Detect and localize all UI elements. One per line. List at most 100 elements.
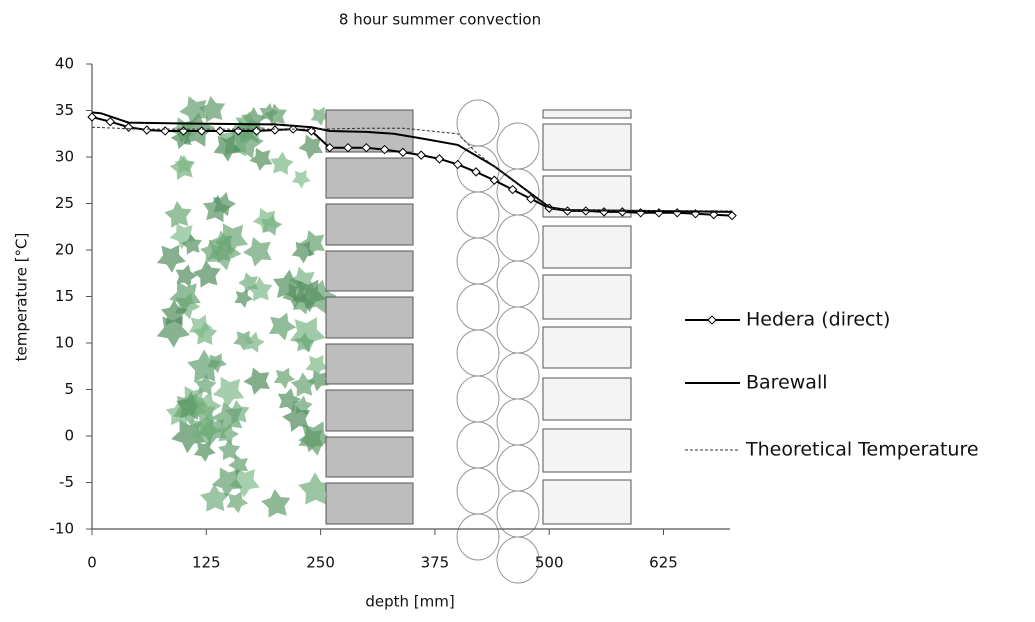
brick <box>325 436 414 478</box>
y-tick-label: 0 <box>64 427 74 445</box>
marker <box>325 142 335 153</box>
ivy-leaf <box>199 483 230 512</box>
marker <box>453 159 463 170</box>
ivy-leaf <box>292 279 326 313</box>
marker <box>379 144 390 155</box>
brick <box>325 296 414 339</box>
y-tick-label: 30 <box>55 148 74 166</box>
insulation-loop <box>456 467 500 515</box>
y-tick-label: 10 <box>55 334 74 352</box>
series-line <box>91 111 733 213</box>
ivy-leaf <box>252 207 278 233</box>
ivy-leaf <box>169 281 201 313</box>
marker <box>178 126 189 136</box>
ivy-leaf <box>234 288 254 308</box>
legend-label: Theoretical Temperature <box>745 439 979 461</box>
insulation-loop <box>456 99 500 147</box>
ivy-leaf <box>261 488 291 518</box>
ivy-leaf <box>175 264 198 288</box>
ivy-leaf <box>193 260 221 288</box>
insulation-loop <box>456 237 500 285</box>
insulation-loop <box>496 306 540 354</box>
y-tick-label: -5 <box>59 473 74 491</box>
ivy-leaf <box>174 154 194 174</box>
x-axis-label: depth [mm] <box>365 593 454 611</box>
marker <box>105 116 115 127</box>
marker <box>434 154 445 164</box>
y-tick-label: 5 <box>64 380 74 398</box>
insulation-loop <box>456 329 500 377</box>
ivy-leaf <box>247 276 273 302</box>
insulation-layer <box>456 99 540 584</box>
ivy-leaf <box>294 332 315 353</box>
ivy-leaf <box>156 244 186 273</box>
insulation-loop <box>496 536 540 584</box>
insulation-loop <box>456 375 500 423</box>
marker <box>142 125 152 135</box>
y-tick-label: 35 <box>55 101 74 119</box>
marker <box>727 210 737 221</box>
brick <box>325 343 414 385</box>
ivy-leaf <box>291 170 311 189</box>
insulation-loop <box>496 490 540 538</box>
ivy-leaf <box>213 134 242 162</box>
marker <box>489 175 500 185</box>
x-tick-label: 250 <box>306 554 335 572</box>
ivy-leaf <box>206 234 242 271</box>
ivy-leaf <box>307 369 329 392</box>
ivy-leaf <box>263 103 287 127</box>
block-layer <box>542 109 632 525</box>
legend-label: Barewall <box>746 372 828 394</box>
block <box>542 225 632 269</box>
ivy-leaf <box>179 96 209 126</box>
brick <box>325 389 414 432</box>
ivy-leaf <box>291 241 315 264</box>
ivy-leaf <box>212 467 243 498</box>
marker <box>123 122 134 132</box>
block <box>542 274 632 320</box>
ivy-leaf <box>244 331 265 353</box>
insulation-loop <box>496 352 540 400</box>
ivy-leaf <box>259 103 279 123</box>
legend-marker <box>707 315 717 325</box>
block <box>542 123 632 171</box>
ivy-leaf <box>305 355 329 378</box>
x-tick-label: 0 <box>87 554 97 572</box>
ivy-leaf <box>192 321 218 345</box>
y-tick-label: 20 <box>55 241 74 259</box>
marker <box>672 208 682 218</box>
insulation-loop <box>496 122 540 170</box>
y-axis-label: temperature [°C] <box>13 233 31 362</box>
insulation-loop <box>496 214 540 262</box>
ivy-leaf <box>202 194 231 223</box>
marker <box>416 150 426 160</box>
x-tick-label: 625 <box>649 554 678 572</box>
insulation-loop <box>496 444 540 492</box>
brick-layer <box>325 109 414 525</box>
ivy-leaf <box>233 330 255 351</box>
y-tick-label: -10 <box>50 520 75 538</box>
legend-label: Hedera (direct) <box>746 309 890 331</box>
ivy-leaf <box>298 421 334 456</box>
marker <box>471 167 481 177</box>
block <box>542 479 632 525</box>
brick <box>325 203 414 246</box>
ivy-leaf <box>218 423 240 446</box>
insulation-loop <box>456 513 500 561</box>
insulation-loop <box>496 260 540 308</box>
block <box>542 428 632 473</box>
marker <box>343 142 353 153</box>
block <box>542 377 632 421</box>
ivy-leaf <box>238 272 259 294</box>
marker <box>233 126 244 136</box>
chart-title: 8 hour summer convection <box>339 11 541 29</box>
ivy-leaf <box>310 106 330 126</box>
ivy-leaf <box>269 312 297 341</box>
y-tick-label: 25 <box>55 194 74 212</box>
wall-illustration <box>156 96 632 584</box>
ivy-leaf <box>190 414 220 446</box>
ivy-leaf <box>299 230 325 257</box>
marker <box>526 194 536 204</box>
brick <box>325 482 414 525</box>
